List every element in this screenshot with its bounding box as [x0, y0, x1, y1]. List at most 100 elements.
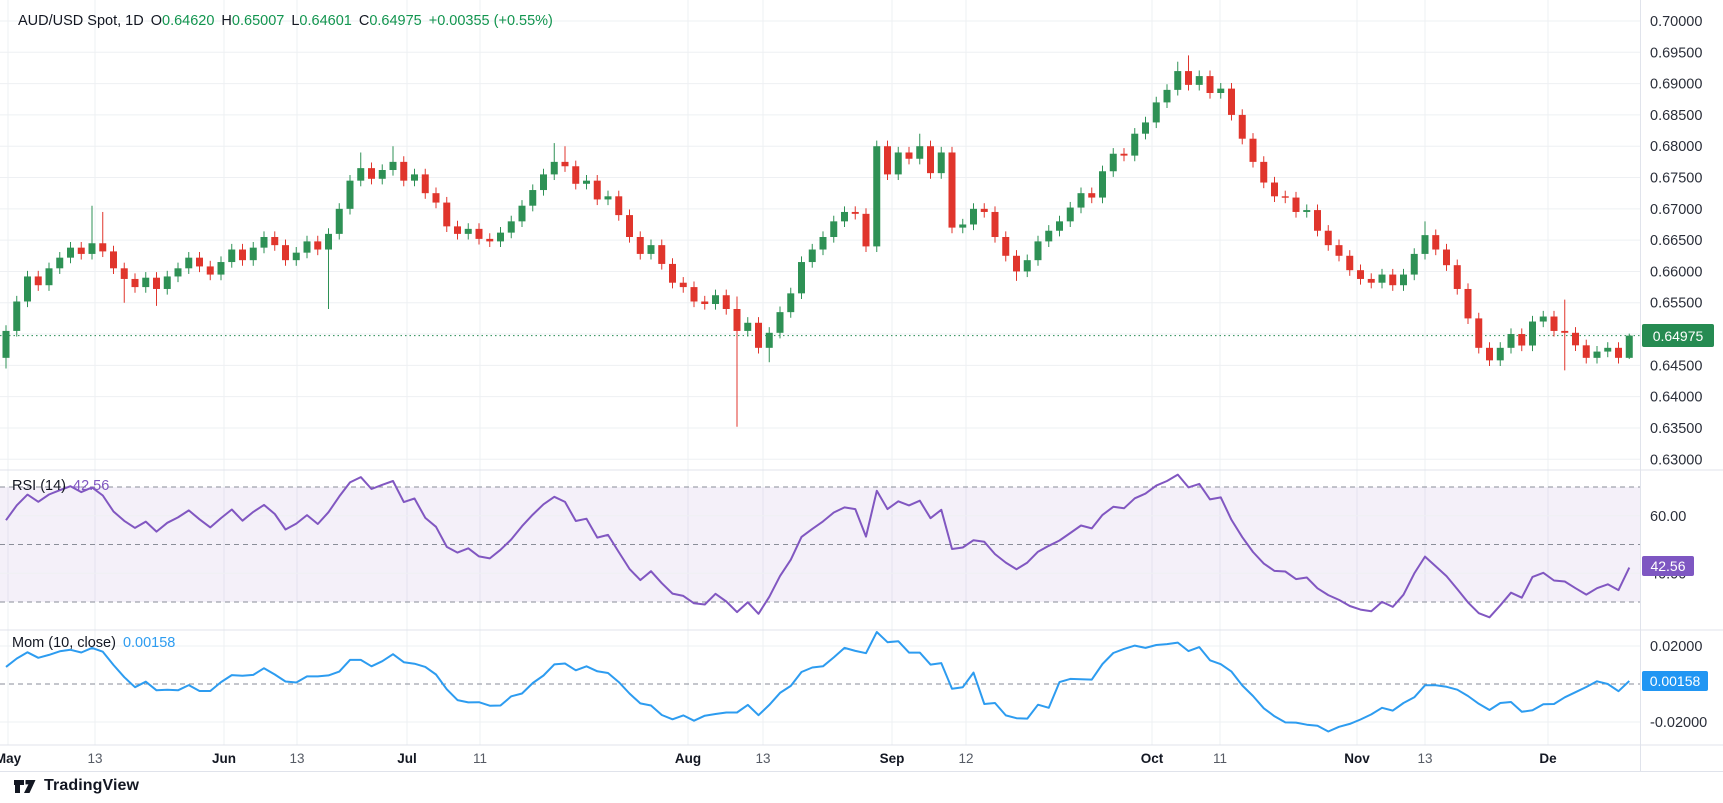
candle-body [1357, 270, 1364, 279]
time-axis-label[interactable]: 11 [473, 751, 487, 766]
candle-body [1367, 278, 1375, 283]
rsi-line [5, 473, 1631, 619]
candle-body [1013, 255, 1020, 272]
candle-body [464, 228, 472, 234]
candle-body [884, 146, 891, 175]
ohlc-low: L0.64601 [291, 13, 352, 29]
candle-body [1292, 197, 1300, 212]
candle-body [1496, 347, 1504, 361]
candle-body [561, 161, 569, 167]
candle-body [1400, 274, 1407, 286]
candle-body [507, 221, 515, 233]
candle-body [798, 262, 805, 294]
candle-body [1453, 265, 1461, 289]
candle-body [1249, 138, 1257, 162]
time-axis-label[interactable]: Oct [1141, 751, 1164, 766]
candle-body [13, 301, 21, 331]
candle-body [1238, 114, 1246, 139]
ohlc-close: C0.64975 [358, 13, 422, 29]
time-axis-label[interactable]: May [0, 751, 22, 766]
price-axis-label: 0.67500 [1650, 171, 1702, 187]
candle-body [701, 301, 709, 304]
time-axis-label[interactable]: Jun [212, 751, 236, 766]
candle-body [1421, 235, 1429, 254]
time-axis-label[interactable]: 12 [958, 751, 973, 766]
candle-body [991, 211, 999, 238]
time-axis-label[interactable]: 11 [1213, 751, 1227, 766]
time-axis-label[interactable]: Sep [880, 751, 905, 766]
candle-body [862, 213, 870, 247]
candle-body [1131, 133, 1139, 156]
candle-body [1539, 316, 1547, 322]
time-axis-label[interactable]: De [1539, 751, 1557, 766]
candle-body [1615, 347, 1622, 358]
mom-axis-label: 0.02000 [1650, 639, 1702, 655]
candle-body [1486, 347, 1493, 361]
candle-body [389, 161, 397, 171]
candle-body [1142, 122, 1149, 134]
tradingview-brand-text[interactable]: TradingView [44, 777, 140, 794]
change-percent: +0.00355 (+0.55%) [428, 13, 553, 29]
time-axis-label[interactable]: 13 [87, 751, 102, 766]
rsi-axis-label: 60.00 [1650, 509, 1686, 525]
candle-body [905, 152, 913, 159]
candle-body [1163, 89, 1171, 103]
candle-body [830, 221, 838, 238]
candle-body [486, 238, 494, 242]
tradingview-attribution[interactable]: TradingView [13, 777, 139, 795]
candle-body [454, 226, 461, 234]
time-axis-label[interactable]: 13 [1417, 751, 1432, 766]
price-axis-label: 0.66500 [1650, 233, 1702, 249]
candle-body [163, 276, 171, 289]
mom-value: 0.00158 [122, 635, 176, 651]
candle-body [712, 295, 719, 304]
candle-body [282, 245, 289, 261]
candle-body [690, 287, 698, 302]
candle-body [873, 146, 881, 247]
candle-body [937, 152, 945, 174]
candle-body [432, 193, 440, 203]
mom-title[interactable]: Mom (10, close) [12, 635, 116, 651]
candle-body [378, 170, 386, 179]
candle-body [1303, 210, 1311, 212]
candle-body [916, 146, 924, 159]
candle-body [722, 295, 730, 310]
candle-body [303, 241, 311, 253]
candle-body [744, 322, 752, 331]
mom-legend[interactable]: Mom (10, close) 0.00158 [12, 635, 175, 651]
price-axis-label: 0.68000 [1650, 139, 1702, 155]
time-axis-label[interactable]: Nov [1344, 751, 1370, 766]
time-axis-label[interactable]: Jul [397, 751, 417, 766]
candle-body [550, 161, 558, 175]
candle-body [346, 180, 354, 209]
candle-body [948, 152, 956, 228]
candle-body [1582, 345, 1590, 358]
rsi-legend[interactable]: RSI (14) 42.56 [12, 478, 109, 494]
candle-body [249, 247, 257, 261]
candle-body [970, 208, 977, 225]
candle-body [1066, 207, 1074, 222]
candle-body [1529, 321, 1536, 346]
candle-body [131, 278, 139, 288]
price-axis-label: 0.63000 [1650, 452, 1702, 468]
rsi-title[interactable]: RSI (14) [12, 478, 66, 494]
chart-canvas[interactable]: 0.70000 0.69500 0.69000 0.68500 0.68000 0.675… [0, 0, 1723, 772]
symbol-legend[interactable]: AUD/USD Spot, 1D O0.64620 H0.65007 L0.64… [18, 13, 553, 29]
time-axis-label[interactable]: 13 [289, 751, 304, 766]
candle-body [540, 174, 547, 191]
candle-body [239, 249, 246, 261]
candle-body [368, 168, 375, 179]
time-axis-label[interactable]: Aug [675, 751, 701, 766]
ohlc-open: O0.64620 [150, 13, 215, 29]
candle-body [1045, 230, 1053, 242]
candle-body [421, 174, 429, 194]
candle-body [1271, 182, 1278, 197]
price-axis-label: 0.63500 [1650, 421, 1702, 437]
symbol-title[interactable]: AUD/USD Spot, 1D [18, 13, 144, 29]
candle-body [67, 247, 74, 258]
candle-body [1378, 274, 1386, 283]
time-axis-label[interactable]: 13 [755, 751, 770, 766]
tradingview-logo-icon [14, 779, 36, 793]
mom-axis-label: -0.02000 [1650, 715, 1707, 731]
